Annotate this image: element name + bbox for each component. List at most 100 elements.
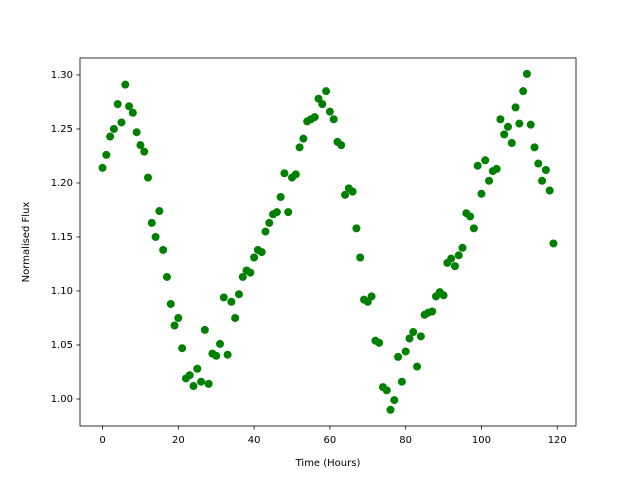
point [413,362,422,371]
point [325,107,334,116]
point [348,187,357,196]
point [299,134,308,143]
point [284,208,293,217]
point [250,253,259,262]
point [511,103,520,112]
x-tick-label: 120 [548,435,567,446]
point [526,120,535,129]
point [132,128,141,137]
point [447,254,456,263]
y-tick-label: 1.05 [51,340,73,351]
point [401,347,410,356]
point [140,147,149,156]
point [496,115,505,124]
point [117,118,126,127]
x-tick-label: 40 [248,435,261,446]
point [200,325,209,334]
point [219,293,228,302]
x-tick-label: 0 [99,435,105,446]
point [469,224,478,233]
point [500,130,509,139]
point [394,352,403,361]
point [280,169,289,178]
y-tick-label: 1.15 [51,232,73,243]
point [530,143,539,152]
point [367,292,376,301]
point [481,156,490,165]
point [125,102,134,111]
point [162,272,171,281]
point [522,69,531,78]
point [538,176,547,185]
point [246,268,255,277]
point [265,218,274,227]
point [386,405,395,414]
point [204,379,213,388]
point [223,350,232,359]
point [151,232,160,241]
point [515,119,524,128]
point [375,338,384,347]
point [450,262,459,271]
point [352,224,361,233]
point [291,170,300,179]
y-tick-label: 1.30 [51,70,73,81]
point [109,124,118,133]
point [485,176,494,185]
point [341,190,350,199]
point [136,141,145,150]
point [428,307,437,316]
point [454,251,463,260]
point [261,227,270,236]
point [113,100,122,109]
point [405,334,414,343]
point [121,80,130,89]
point [234,290,243,299]
point [310,113,319,122]
point [545,186,554,195]
point [106,132,115,141]
y-tick-label: 1.00 [51,394,73,405]
x-tick-label: 60 [324,435,337,446]
point [238,272,247,281]
point [166,299,175,308]
point [397,377,406,386]
point [98,163,107,172]
point [473,161,482,170]
point [155,207,164,216]
point [212,351,221,360]
point [492,164,501,173]
point [458,243,467,252]
point [193,364,202,373]
point [382,386,391,395]
point [216,339,225,348]
point [128,108,137,117]
point [159,245,168,254]
point [356,253,365,262]
point [329,115,338,124]
y-axis-label: Normalised Flux [21,202,32,283]
point [147,218,156,227]
point [541,166,550,175]
point [439,291,448,300]
x-tick-label: 80 [399,435,412,446]
point [519,87,528,96]
point [102,150,111,159]
point [295,143,304,152]
point [276,193,285,202]
point [503,122,512,131]
axes-frame [79,57,577,427]
y-tick-label: 1.20 [51,178,73,189]
y-tick-label: 1.10 [51,286,73,297]
point [174,313,183,322]
point [466,212,475,221]
x-tick-label: 100 [472,435,491,446]
point [390,396,399,405]
x-tick-label: 20 [172,435,185,446]
point [507,139,516,148]
point [318,100,327,109]
point [549,239,558,248]
point [272,208,281,217]
